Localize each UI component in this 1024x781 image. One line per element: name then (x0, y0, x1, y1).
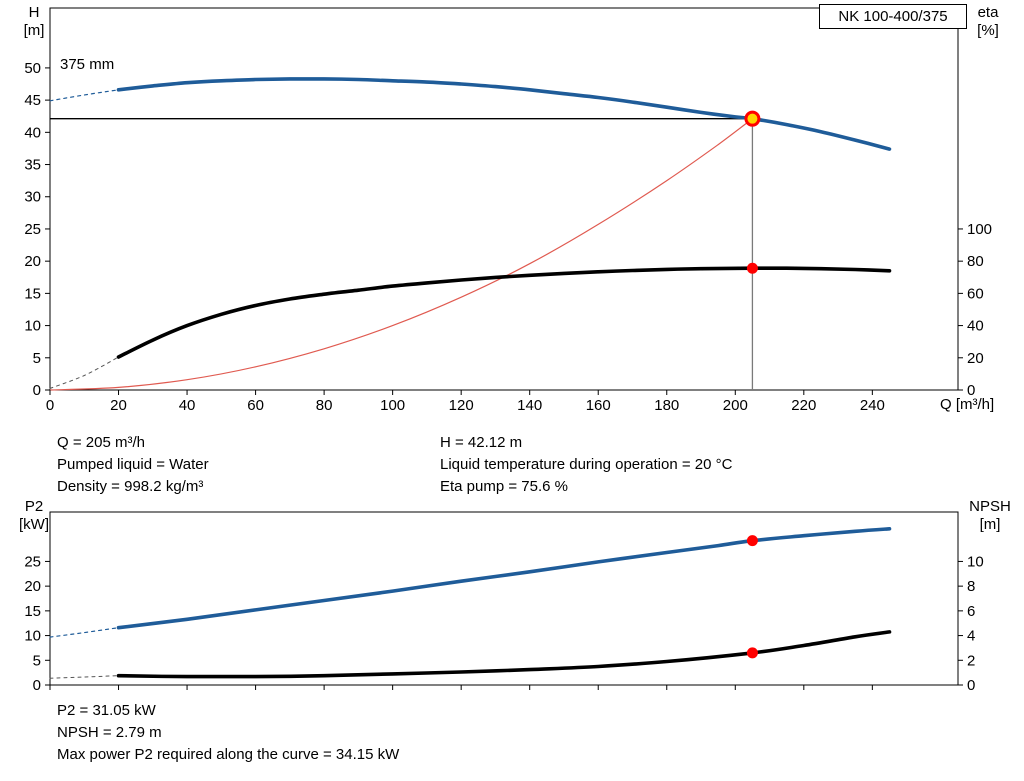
x-tick-label: 180 (654, 397, 679, 414)
duty-info-left: Q = 205 m³/h Pumped liquid = Water Densi… (57, 432, 209, 498)
plot-area (49, 511, 959, 686)
x-tick-label: 120 (449, 397, 474, 414)
pumped-liquid-text: Pumped liquid = Water (57, 456, 209, 473)
head-axis-title-symbol: H (28, 4, 40, 21)
head-axis-title-unit: [m] (23, 22, 45, 39)
x-tick-label: 220 (791, 397, 816, 414)
duty-head-text: H = 42.12 m (440, 434, 523, 451)
y-right-tick-label: 0 (967, 382, 975, 399)
npsh-axis-title-unit: [m] (979, 516, 1001, 533)
y-right-tick-label: 100 (967, 221, 992, 238)
y-left-tick-label: 35 (24, 157, 41, 174)
npsh-curve-extrapolated (49, 675, 119, 679)
plot-area (49, 7, 959, 391)
density-text: Density = 998.2 kg/m³ (57, 478, 204, 495)
flow-axis-title: Q [m³/h] (940, 396, 995, 413)
eta-curve (116, 266, 892, 359)
y-right-tick-label: 4 (967, 628, 975, 645)
y-left-tick-label: 45 (24, 92, 41, 109)
y-left-tick-label: 0 (33, 677, 41, 694)
y-right-tick-label: 80 (967, 253, 984, 270)
duty-info-right: H = 42.12 m Liquid temperature during op… (440, 432, 732, 498)
eta-point-marker (746, 262, 758, 274)
y-right-tick-label: 10 (967, 553, 984, 570)
p2-curve-extrapolated (49, 627, 120, 638)
y-left-tick-label: 15 (24, 285, 41, 302)
p2-text: P2 = 31.05 kW (57, 702, 156, 719)
y-right-tick-label: 6 (967, 603, 975, 620)
y-right-tick-label: 2 (967, 652, 975, 669)
y-right-tick-label: 60 (967, 285, 984, 302)
p2-axis-title-unit: [kW] (19, 516, 49, 533)
x-tick-label: 60 (247, 397, 264, 414)
x-tick-label: 140 (517, 397, 542, 414)
y-left-tick-label: 25 (24, 553, 41, 570)
y-left-tick-label: 25 (24, 221, 41, 238)
eta-axis-title: eta [%] (964, 4, 1012, 40)
npsh-text: NPSH = 2.79 m (57, 724, 162, 741)
y-right-tick-label: 8 (967, 578, 975, 595)
x-tick-label: 100 (380, 397, 405, 414)
y-left-tick-label: 20 (24, 578, 41, 595)
p2-curve (116, 527, 892, 630)
y-left-tick-label: 0 (33, 382, 41, 399)
eta-axis-title-symbol: eta (977, 4, 999, 21)
y-left-tick-label: 5 (33, 350, 41, 367)
system-curve (49, 118, 753, 391)
impeller-diameter-label: 375 mm (60, 56, 115, 73)
x-tick-label: 240 (860, 397, 885, 414)
y-left-tick-label: 30 (24, 189, 41, 206)
duty-point-marker (744, 110, 761, 127)
max-power-text: Max power P2 required along the curve = … (57, 746, 400, 763)
y-left-tick-label: 40 (24, 124, 41, 141)
y-right-tick-label: 0 (967, 677, 975, 694)
power-npsh-chart: 0 5 10 15 20 25 0 2 4 6 8 10 (24, 511, 984, 694)
p2-point-marker (746, 535, 758, 547)
pump-model-box: NK 100-400/375 (819, 4, 967, 29)
x-tick-label: 20 (110, 397, 127, 414)
npsh-axis-title: NPSH [m] (962, 498, 1018, 534)
p2-axis-title: P2 [kW] (12, 498, 56, 534)
x-tick-label: 40 (179, 397, 196, 414)
npsh-curve (116, 630, 892, 679)
y-left-tick-label: 10 (24, 318, 41, 335)
y-right-tick-label: 40 (967, 318, 984, 335)
qh-curve-extrapolated (49, 89, 120, 102)
y-left-tick-label: 50 (24, 60, 41, 77)
eta-pump-text: Eta pump = 75.6 % (440, 478, 568, 495)
y-left-tick-label: 5 (33, 652, 41, 669)
y-left-tick-label: 15 (24, 603, 41, 620)
y-left-tick-label: 10 (24, 628, 41, 645)
npsh-axis-title-symbol: NPSH (969, 498, 1011, 515)
p2-axis-title-symbol: P2 (24, 498, 44, 515)
eta-curve-extrapolated (49, 356, 119, 389)
x-tick-label: 80 (316, 397, 333, 414)
qh-efficiency-chart: 0 20 40 60 80 100 120 140 160 180 200 220 2400510152… (24, 7, 992, 414)
y-left-tick-label: 20 (24, 253, 41, 270)
head-axis-title: H [m] (14, 4, 54, 40)
x-tick-label: 160 (586, 397, 611, 414)
eta-axis-title-unit: [%] (977, 22, 999, 39)
x-tick-label: 200 (723, 397, 748, 414)
duty-flow-text: Q = 205 m³/h (57, 434, 145, 451)
liquid-temperature-text: Liquid temperature during operation = 20… (440, 456, 733, 473)
x-tick-label: 0 (46, 397, 54, 414)
power-npsh-info: P2 = 31.05 kW NPSH = 2.79 m Max power P2… (57, 700, 399, 766)
npsh-point-marker (746, 647, 758, 659)
y-right-tick-label: 20 (967, 350, 984, 367)
